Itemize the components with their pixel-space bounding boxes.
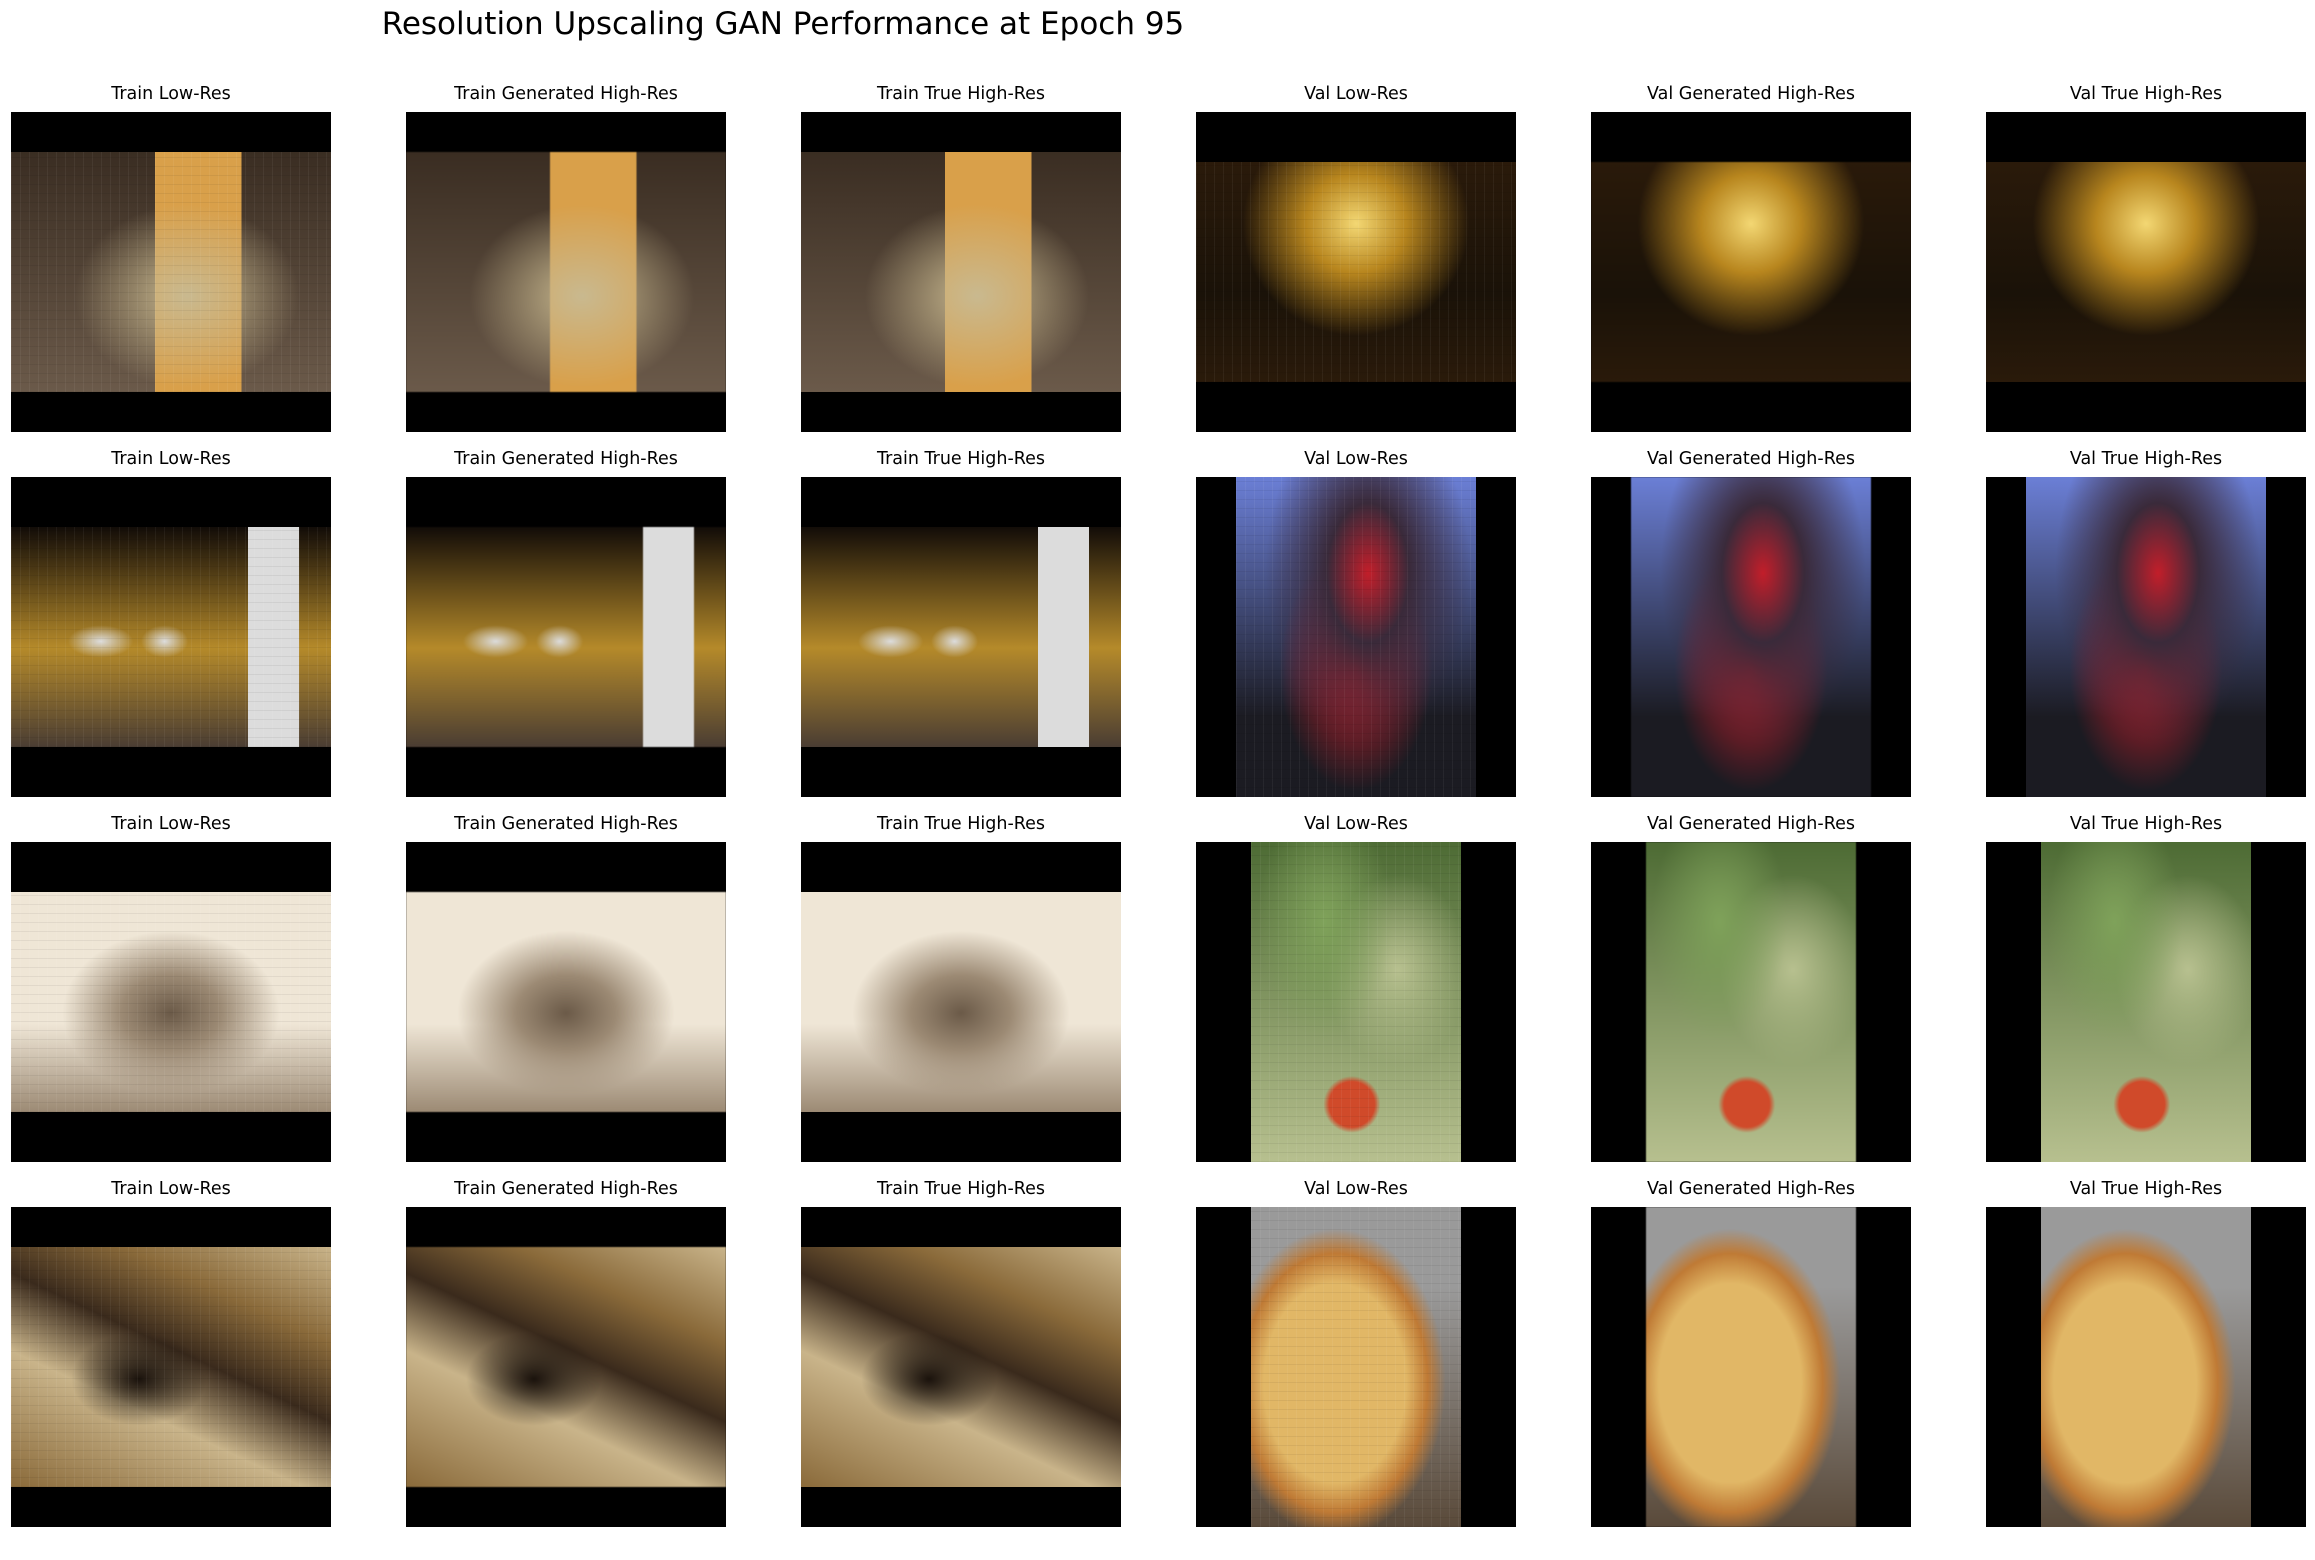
panel-image [801,1207,1121,1527]
photo-wolf [11,892,331,1112]
panel-r3-val-low: Val Low-Res [1196,813,1516,1162]
panel-r2-val-gen: Val Generated High-Res [1591,448,1911,797]
panel-image [11,1207,331,1527]
panel-title: Val Low-Res [1304,84,1408,104]
panel-r2-train-true: Train True High-Res [801,448,1121,797]
photo-table-lamp [1196,162,1516,382]
photo-wolf [801,892,1121,1112]
panel-image [1196,1207,1516,1527]
panel-r1-train-low: Train Low-Res [11,83,331,432]
panel-image [801,112,1121,432]
panel-r4-train-gen: Train Generated High-Res [406,1178,726,1527]
panel-r3-train-gen: Train Generated High-Res [406,813,726,1162]
photo-pizza [1646,1207,1856,1527]
photo-red-spider [1236,477,1476,797]
photo-table-lamp [1591,162,1911,382]
photo-cat-in-sunlight [406,152,726,392]
panel-r2-val-low: Val Low-Res [1196,448,1516,797]
panel-image [801,842,1121,1162]
photo-leaves-and-berry [1251,842,1461,1162]
panel-r1-val-low: Val Low-Res [1196,83,1516,432]
panel-r2-train-gen: Train Generated High-Res [406,448,726,797]
panel-r3-train-true: Train True High-Res [801,813,1121,1162]
panel-r2-train-low: Train Low-Res [11,448,331,797]
panel-title: Train True High-Res [876,84,1046,104]
photo-leaves-and-berry [1646,842,1856,1162]
panel-image [1591,477,1911,797]
panel-title: Val Low-Res [1304,449,1408,469]
panel-r1-val-gen: Val Generated High-Res [1591,83,1911,432]
panel-image [1591,842,1911,1162]
panel-r4-val-low: Val Low-Res [1196,1178,1516,1527]
panel-image [1591,112,1911,432]
panel-image [1591,1207,1911,1527]
panel-title: Val Generated High-Res [1647,84,1855,104]
panel-title: Train Low-Res [111,1179,231,1199]
photo-table-lamp [1986,162,2306,382]
panel-r1-val-true: Val True High-Res [1986,83,2306,432]
panel-title: Train Generated High-Res [454,1179,678,1199]
panel-image [406,112,726,432]
photo-pizza [1251,1207,1461,1527]
photo-spider-in-leaves [801,1247,1121,1487]
photo-cat-in-sunlight [11,152,331,392]
panel-title: Train Low-Res [111,814,231,834]
panel-title: Val Generated High-Res [1647,1179,1855,1199]
panel-r4-train-true: Train True High-Res [801,1178,1121,1527]
panel-image [1986,842,2306,1162]
panel-r3-val-true: Val True High-Res [1986,813,2306,1162]
panel-title: Val True High-Res [2069,84,2223,104]
panel-title: Val True High-Res [2069,449,2223,469]
photo-spider-in-leaves [11,1247,331,1487]
panel-image [406,1207,726,1527]
panel-title: Train Generated High-Res [454,84,678,104]
panel-r4-val-gen: Val Generated High-Res [1591,1178,1911,1527]
panel-image [1986,1207,2306,1527]
panel-title: Val Low-Res [1304,814,1408,834]
photo-cat-in-sunlight [801,152,1121,392]
panel-title: Train True High-Res [876,814,1046,834]
panel-r4-val-true: Val True High-Res [1986,1178,2306,1527]
panel-title: Val Generated High-Res [1647,814,1855,834]
panel-r1-train-gen: Train Generated High-Res [406,83,726,432]
panel-title: Train True High-Res [876,1179,1046,1199]
photo-pizza [2041,1207,2251,1527]
panel-image [11,477,331,797]
photo-stone-arches [406,527,726,747]
panel-image [11,842,331,1162]
panel-r4-train-low: Train Low-Res [11,1178,331,1527]
panel-r3-val-gen: Val Generated High-Res [1591,813,1911,1162]
panel-title: Train Generated High-Res [454,449,678,469]
panel-image [406,477,726,797]
panel-r3-train-low: Train Low-Res [11,813,331,1162]
panel-title: Train Low-Res [111,449,231,469]
photo-spider-in-leaves [406,1247,726,1487]
photo-red-spider [1631,477,1871,797]
panel-title: Val True High-Res [2069,1179,2223,1199]
panel-title: Train Low-Res [111,84,231,104]
panel-r1-train-true: Train True High-Res [801,83,1121,432]
photo-wolf [406,892,726,1112]
panel-image [1196,842,1516,1162]
panel-image [1986,112,2306,432]
panel-title: Val Generated High-Res [1647,449,1855,469]
photo-stone-arches [11,527,331,747]
figure-title: Resolution Upscaling GAN Performance at … [381,6,1185,42]
panel-title: Val True High-Res [2069,814,2223,834]
panel-image [11,112,331,432]
panel-title: Train Generated High-Res [454,814,678,834]
panel-image [1196,477,1516,797]
photo-leaves-and-berry [2041,842,2251,1162]
panel-title: Val Low-Res [1304,1179,1408,1199]
panel-image [1986,477,2306,797]
panel-image [406,842,726,1162]
photo-stone-arches [801,527,1121,747]
panel-r2-val-true: Val True High-Res [1986,448,2306,797]
panel-image [801,477,1121,797]
panel-image [1196,112,1516,432]
panel-title: Train True High-Res [876,449,1046,469]
photo-red-spider [2026,477,2266,797]
